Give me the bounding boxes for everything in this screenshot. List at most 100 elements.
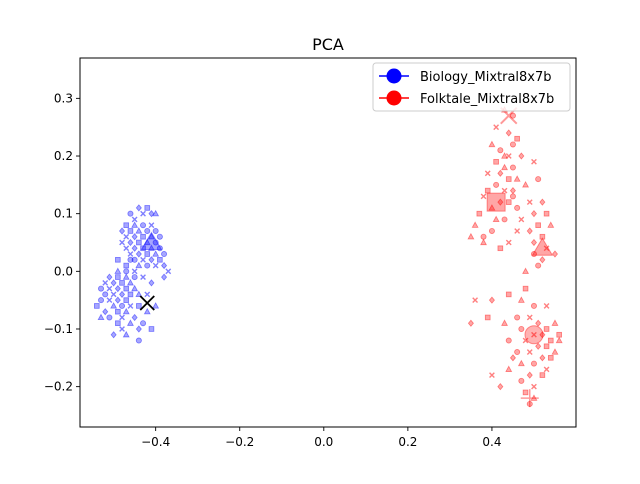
data-point-biology — [110, 302, 118, 309]
data-point-biology — [152, 227, 159, 234]
data-point-folktale — [539, 354, 546, 362]
data-point-folktale — [513, 175, 521, 182]
data-point-biology — [148, 256, 155, 264]
data-point-biology — [106, 285, 113, 292]
data-point-folktale — [535, 222, 541, 229]
x-tick-label: −0.4 — [141, 435, 170, 449]
data-point-biology — [140, 320, 147, 327]
data-point-folktale — [526, 400, 533, 407]
data-point-folktale — [530, 302, 537, 309]
plot-area-frame — [79, 57, 577, 428]
data-point-biology — [135, 325, 142, 333]
data-point-folktale — [543, 303, 550, 309]
data-point-biology — [119, 290, 126, 299]
data-point-folktale — [526, 349, 533, 355]
data-point-folktale — [493, 181, 500, 188]
data-point-biology — [122, 307, 130, 315]
data-point-folktale — [505, 337, 512, 344]
data-point-folktale — [501, 216, 508, 223]
data-point-biology — [140, 256, 146, 263]
data-point-folktale — [472, 297, 479, 304]
data-point-biology — [127, 303, 134, 309]
data-point-biology — [122, 330, 130, 338]
data-point-folktale — [526, 371, 533, 379]
data-point-folktale — [518, 377, 525, 384]
data-point-biology — [161, 251, 168, 258]
data-point-biology — [102, 308, 109, 316]
data-point-biology — [135, 204, 142, 212]
data-point-biology — [135, 290, 143, 297]
data-point-folktale — [547, 337, 554, 344]
data-point-biology — [148, 326, 155, 332]
data-point-folktale — [522, 285, 529, 292]
data-point-folktale — [505, 153, 512, 159]
data-point-biology — [152, 262, 159, 269]
x-tick-label: 0.2 — [398, 435, 417, 449]
highlight-marker-plus — [520, 389, 539, 408]
data-point-biology — [127, 210, 134, 217]
data-point-biology — [140, 245, 146, 252]
data-point-folktale — [551, 348, 559, 355]
data-point-folktale — [484, 187, 491, 194]
data-point-biology — [102, 291, 109, 298]
legend-box — [372, 62, 571, 112]
data-point-folktale — [497, 147, 504, 154]
data-point-biology — [161, 261, 168, 270]
data-point-folktale — [535, 319, 542, 327]
data-point-folktale — [522, 337, 529, 344]
data-point-biology — [131, 313, 138, 322]
data-point-biology — [122, 273, 130, 280]
data-point-biology — [147, 244, 155, 251]
data-point-biology — [106, 314, 113, 321]
data-point-folktale — [543, 343, 550, 350]
data-point-biology — [131, 216, 138, 223]
data-point-biology — [157, 256, 163, 263]
data-point-biology — [144, 291, 151, 298]
data-point-folktale — [501, 319, 509, 326]
data-point-folktale — [497, 245, 504, 252]
data-point-biology — [156, 245, 163, 252]
data-point-folktale — [526, 314, 533, 321]
data-point-biology — [110, 291, 117, 298]
data-point-biology — [143, 307, 151, 315]
data-point-folktale — [484, 314, 491, 321]
data-point-folktale — [514, 314, 521, 321]
data-point-folktale — [514, 135, 520, 142]
data-point-folktale — [480, 238, 487, 246]
data-point-biology — [135, 227, 143, 234]
data-point-folktale — [535, 176, 542, 183]
data-point-folktale — [505, 129, 512, 137]
data-point-folktale — [526, 227, 533, 235]
legend-marker-biology — [386, 68, 402, 84]
data-point-folktale — [488, 227, 495, 234]
data-point-biology — [156, 233, 163, 240]
data-point-biology — [97, 313, 105, 321]
data-point-biology — [140, 210, 146, 217]
data-point-biology — [148, 279, 155, 287]
data-point-folktale — [543, 366, 550, 373]
data-point-biology — [165, 268, 172, 275]
data-point-biology — [114, 296, 121, 304]
y-tick-label: 0.3 — [54, 91, 73, 105]
data-point-biology — [123, 268, 130, 275]
y-tick-label: 0.2 — [54, 149, 73, 163]
legend-label-biology: Biology_Mixtral8x7b — [420, 70, 552, 85]
data-point-biology — [127, 291, 134, 298]
data-point-biology — [144, 227, 151, 234]
data-point-biology — [152, 239, 159, 246]
data-point-folktale — [509, 354, 516, 362]
data-point-folktale — [505, 176, 512, 182]
data-point-folktale — [497, 198, 504, 206]
data-point-biology — [106, 297, 113, 304]
data-point-biology — [152, 209, 160, 217]
data-point-biology — [114, 285, 121, 293]
data-point-biology — [123, 222, 130, 229]
data-point-folktale — [514, 204, 521, 211]
data-point-biology — [110, 331, 117, 339]
data-point-folktale — [488, 140, 496, 148]
data-point-folktale — [497, 169, 504, 177]
data-point-biology — [140, 222, 147, 229]
data-point-biology — [131, 274, 138, 281]
data-point-biology — [135, 337, 142, 344]
highlight-marker-circle — [524, 325, 544, 345]
